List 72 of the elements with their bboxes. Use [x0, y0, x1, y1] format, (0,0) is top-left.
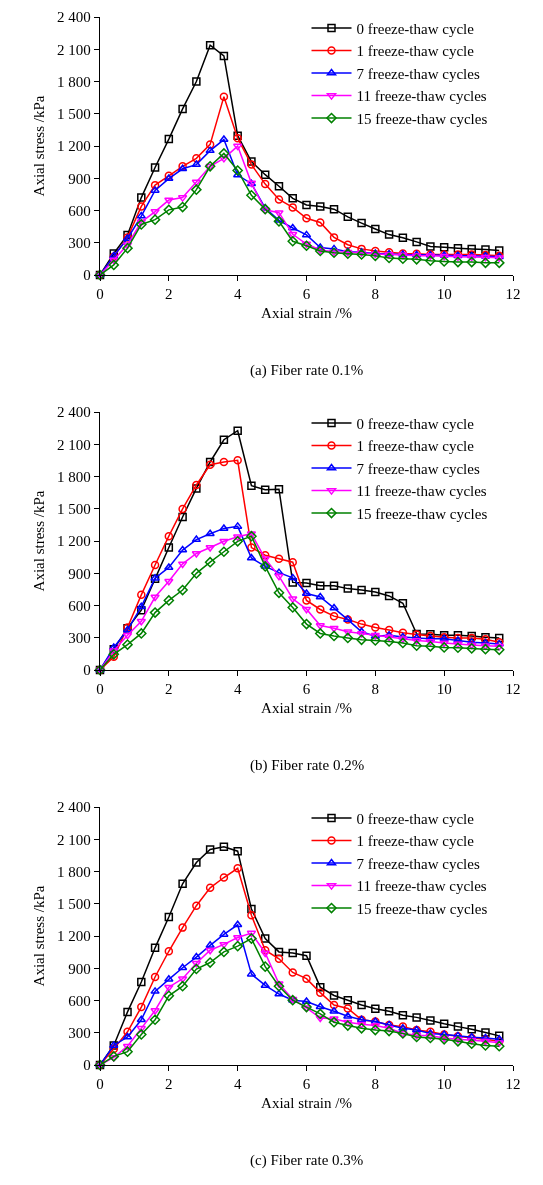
y-tick-label: 900: [68, 960, 91, 977]
y-tick-label: 2 100: [57, 436, 91, 453]
x-axis-title: Axial strain /%: [261, 1095, 352, 1112]
legend-label: 1 freeze-thaw cycle: [356, 43, 475, 60]
y-tick-label: 0: [83, 267, 91, 284]
legend-label: 11 freeze-thaw cycles: [356, 483, 487, 500]
legend-label: 15 freeze-thaw cycles: [356, 505, 488, 522]
y-tick-label: 1 800: [57, 468, 91, 485]
x-tick-label: 2: [165, 1076, 173, 1093]
y-tick-label: 0: [83, 1057, 91, 1074]
legend-label: 7 freeze-thaw cycles: [356, 65, 480, 82]
x-tick-label: 6: [302, 681, 311, 698]
y-tick-label: 1 800: [57, 73, 91, 90]
x-tick-label: 2: [165, 681, 173, 698]
y-tick-label: 1 200: [57, 928, 91, 945]
y-tick-label: 600: [68, 597, 91, 614]
x-tick-label: 0: [96, 1076, 104, 1093]
x-tick-label: 4: [233, 1076, 242, 1093]
y-tick-label: 300: [68, 1025, 91, 1041]
text: (a) Fiber rate 0.1%: [250, 362, 364, 379]
x-tick-label: 8: [371, 681, 380, 698]
y-tick-label: 1 500: [57, 896, 91, 912]
text: (b) Fiber rate 0.2%: [250, 757, 365, 774]
x-tick-label: 6: [302, 1076, 311, 1093]
y-axis-title: Axial stress /kPa: [31, 95, 48, 197]
y-axis-title: Axial stress /kPa: [31, 885, 48, 987]
y-tick-label: 2 400: [57, 799, 91, 816]
y-tick-label: 1 800: [57, 863, 91, 880]
legend-label: 1 freeze-thaw cycle: [356, 833, 475, 850]
x-tick-label: 4: [233, 681, 242, 698]
x-tick-label: 12: [505, 286, 521, 303]
y-tick-label: 2 100: [57, 41, 91, 58]
legend-label: 0 freeze-thaw cycle: [356, 810, 475, 827]
legend-label: 15 freeze-thaw cycles: [356, 110, 488, 127]
y-tick-label: 600: [68, 992, 91, 1009]
legend-label: 15 freeze-thaw cycles: [356, 900, 488, 917]
x-tick-label: 10: [436, 681, 452, 698]
y-tick-label: 900: [68, 565, 91, 582]
x-tick-label: 12: [505, 681, 521, 698]
y-tick-label: 1 200: [57, 533, 91, 550]
legend-label: 0 freeze-thaw cycle: [356, 415, 475, 432]
x-axis-title: Axial strain /%: [261, 700, 352, 717]
y-tick-label: 2 400: [57, 9, 91, 26]
y-tick-label: 1 200: [57, 138, 91, 155]
x-tick-label: 8: [371, 1076, 380, 1093]
y-tick-label: 300: [68, 630, 91, 646]
y-tick-label: 900: [68, 170, 91, 187]
x-tick-label: 4: [233, 286, 242, 303]
x-tick-label: 12: [505, 1076, 521, 1093]
legend-label: 11 freeze-thaw cycles: [356, 88, 487, 105]
legend-label: 1 freeze-thaw cycle: [356, 438, 475, 455]
y-tick-label: 600: [68, 202, 91, 219]
x-tick-label: 0: [96, 286, 104, 303]
legend-label: 7 freeze-thaw cycles: [356, 460, 480, 477]
legend-label: 0 freeze-thaw cycle: [356, 20, 475, 37]
legend-label: 7 freeze-thaw cycles: [356, 855, 480, 872]
y-tick-label: 1 500: [57, 106, 91, 122]
x-tick-label: 6: [302, 286, 311, 303]
x-tick-label: 8: [371, 286, 380, 303]
x-axis-title: Axial strain /%: [261, 305, 352, 322]
y-tick-label: 0: [83, 662, 91, 679]
x-tick-label: 0: [96, 681, 104, 698]
x-tick-label: 2: [165, 286, 173, 303]
y-tick-label: 1 500: [57, 501, 91, 517]
y-tick-label: 2 100: [57, 831, 91, 848]
text: (c) Fiber rate 0.3%: [250, 1152, 364, 1169]
legend-label: 11 freeze-thaw cycles: [356, 878, 487, 895]
x-tick-label: 10: [436, 1076, 452, 1093]
y-tick-label: 300: [68, 235, 91, 251]
x-tick-label: 10: [436, 286, 452, 303]
y-tick-label: 2 400: [57, 404, 91, 421]
y-axis-title: Axial stress /kPa: [31, 490, 48, 592]
